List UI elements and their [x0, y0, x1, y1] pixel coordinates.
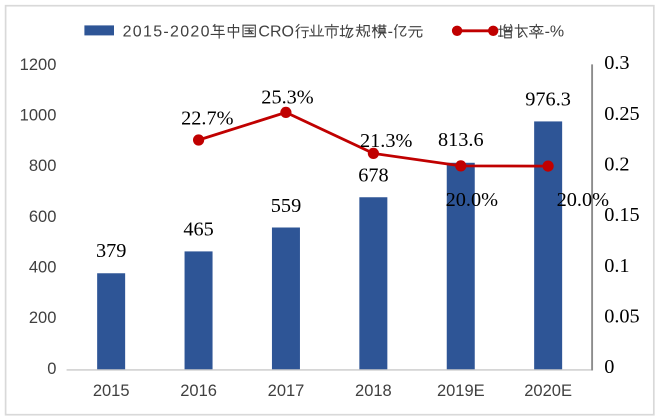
svg-text:0.2: 0.2	[604, 154, 629, 176]
svg-text:2017: 2017	[268, 382, 305, 400]
svg-text:0: 0	[604, 356, 614, 378]
svg-text:0.25: 0.25	[604, 103, 640, 125]
svg-text:0.15: 0.15	[604, 204, 640, 226]
svg-text:2018: 2018	[355, 382, 392, 400]
svg-text:1200: 1200	[20, 56, 57, 74]
svg-text:20.0%: 20.0%	[446, 189, 498, 211]
svg-text:600: 600	[29, 208, 57, 226]
svg-text:400: 400	[29, 259, 57, 277]
svg-text:-%: -%	[545, 23, 565, 40]
svg-text:976.3: 976.3	[525, 89, 571, 111]
svg-text:2020E: 2020E	[524, 382, 572, 400]
svg-text:678: 678	[358, 164, 388, 186]
svg-text:0: 0	[47, 360, 56, 378]
svg-text:200: 200	[29, 309, 57, 327]
svg-text:0.05: 0.05	[604, 306, 640, 328]
svg-text:-: -	[388, 23, 393, 40]
svg-text:22.7%: 22.7%	[181, 107, 233, 129]
svg-text:2016: 2016	[180, 382, 217, 400]
svg-text:CRO: CRO	[258, 23, 294, 40]
svg-text:2015: 2015	[93, 382, 130, 400]
svg-text:559: 559	[271, 195, 301, 217]
svg-text:25.3%: 25.3%	[261, 87, 313, 109]
svg-text:379: 379	[96, 240, 126, 262]
svg-text:21.3%: 21.3%	[360, 130, 412, 152]
svg-text:1000: 1000	[20, 107, 57, 125]
svg-text:813.6: 813.6	[438, 129, 484, 151]
svg-text:800: 800	[29, 157, 57, 175]
svg-text:2015-2020: 2015-2020	[123, 23, 211, 40]
svg-text:2019E: 2019E	[437, 382, 485, 400]
svg-text:0.1: 0.1	[604, 255, 629, 277]
svg-text:0.3: 0.3	[604, 52, 629, 74]
svg-text:465: 465	[183, 219, 213, 241]
svg-text:20.0%: 20.0%	[557, 189, 609, 211]
